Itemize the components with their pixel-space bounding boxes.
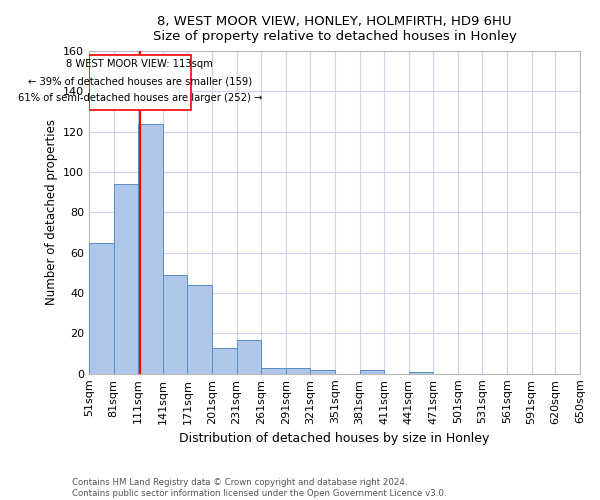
Bar [212, 348, 236, 374]
Bar [138, 124, 163, 374]
Text: ← 39% of detached houses are smaller (159): ← 39% of detached houses are smaller (15… [28, 76, 252, 86]
Bar [261, 368, 286, 374]
Title: 8, WEST MOOR VIEW, HONLEY, HOLMFIRTH, HD9 6HU
Size of property relative to detac: 8, WEST MOOR VIEW, HONLEY, HOLMFIRTH, HD… [152, 15, 517, 43]
Bar [286, 368, 310, 374]
Bar [89, 242, 113, 374]
Bar [89, 55, 191, 110]
Bar [310, 370, 335, 374]
Text: Contains HM Land Registry data © Crown copyright and database right 2024.
Contai: Contains HM Land Registry data © Crown c… [72, 478, 446, 498]
Text: 61% of semi-detached houses are larger (252) →: 61% of semi-detached houses are larger (… [17, 93, 262, 103]
Bar [236, 340, 261, 374]
Bar [409, 372, 433, 374]
Text: 8 WEST MOOR VIEW: 113sqm: 8 WEST MOOR VIEW: 113sqm [67, 59, 214, 69]
X-axis label: Distribution of detached houses by size in Honley: Distribution of detached houses by size … [179, 432, 490, 445]
Bar [113, 184, 138, 374]
Bar [187, 285, 212, 374]
Bar [163, 275, 187, 374]
Y-axis label: Number of detached properties: Number of detached properties [44, 120, 58, 306]
Bar [359, 370, 384, 374]
